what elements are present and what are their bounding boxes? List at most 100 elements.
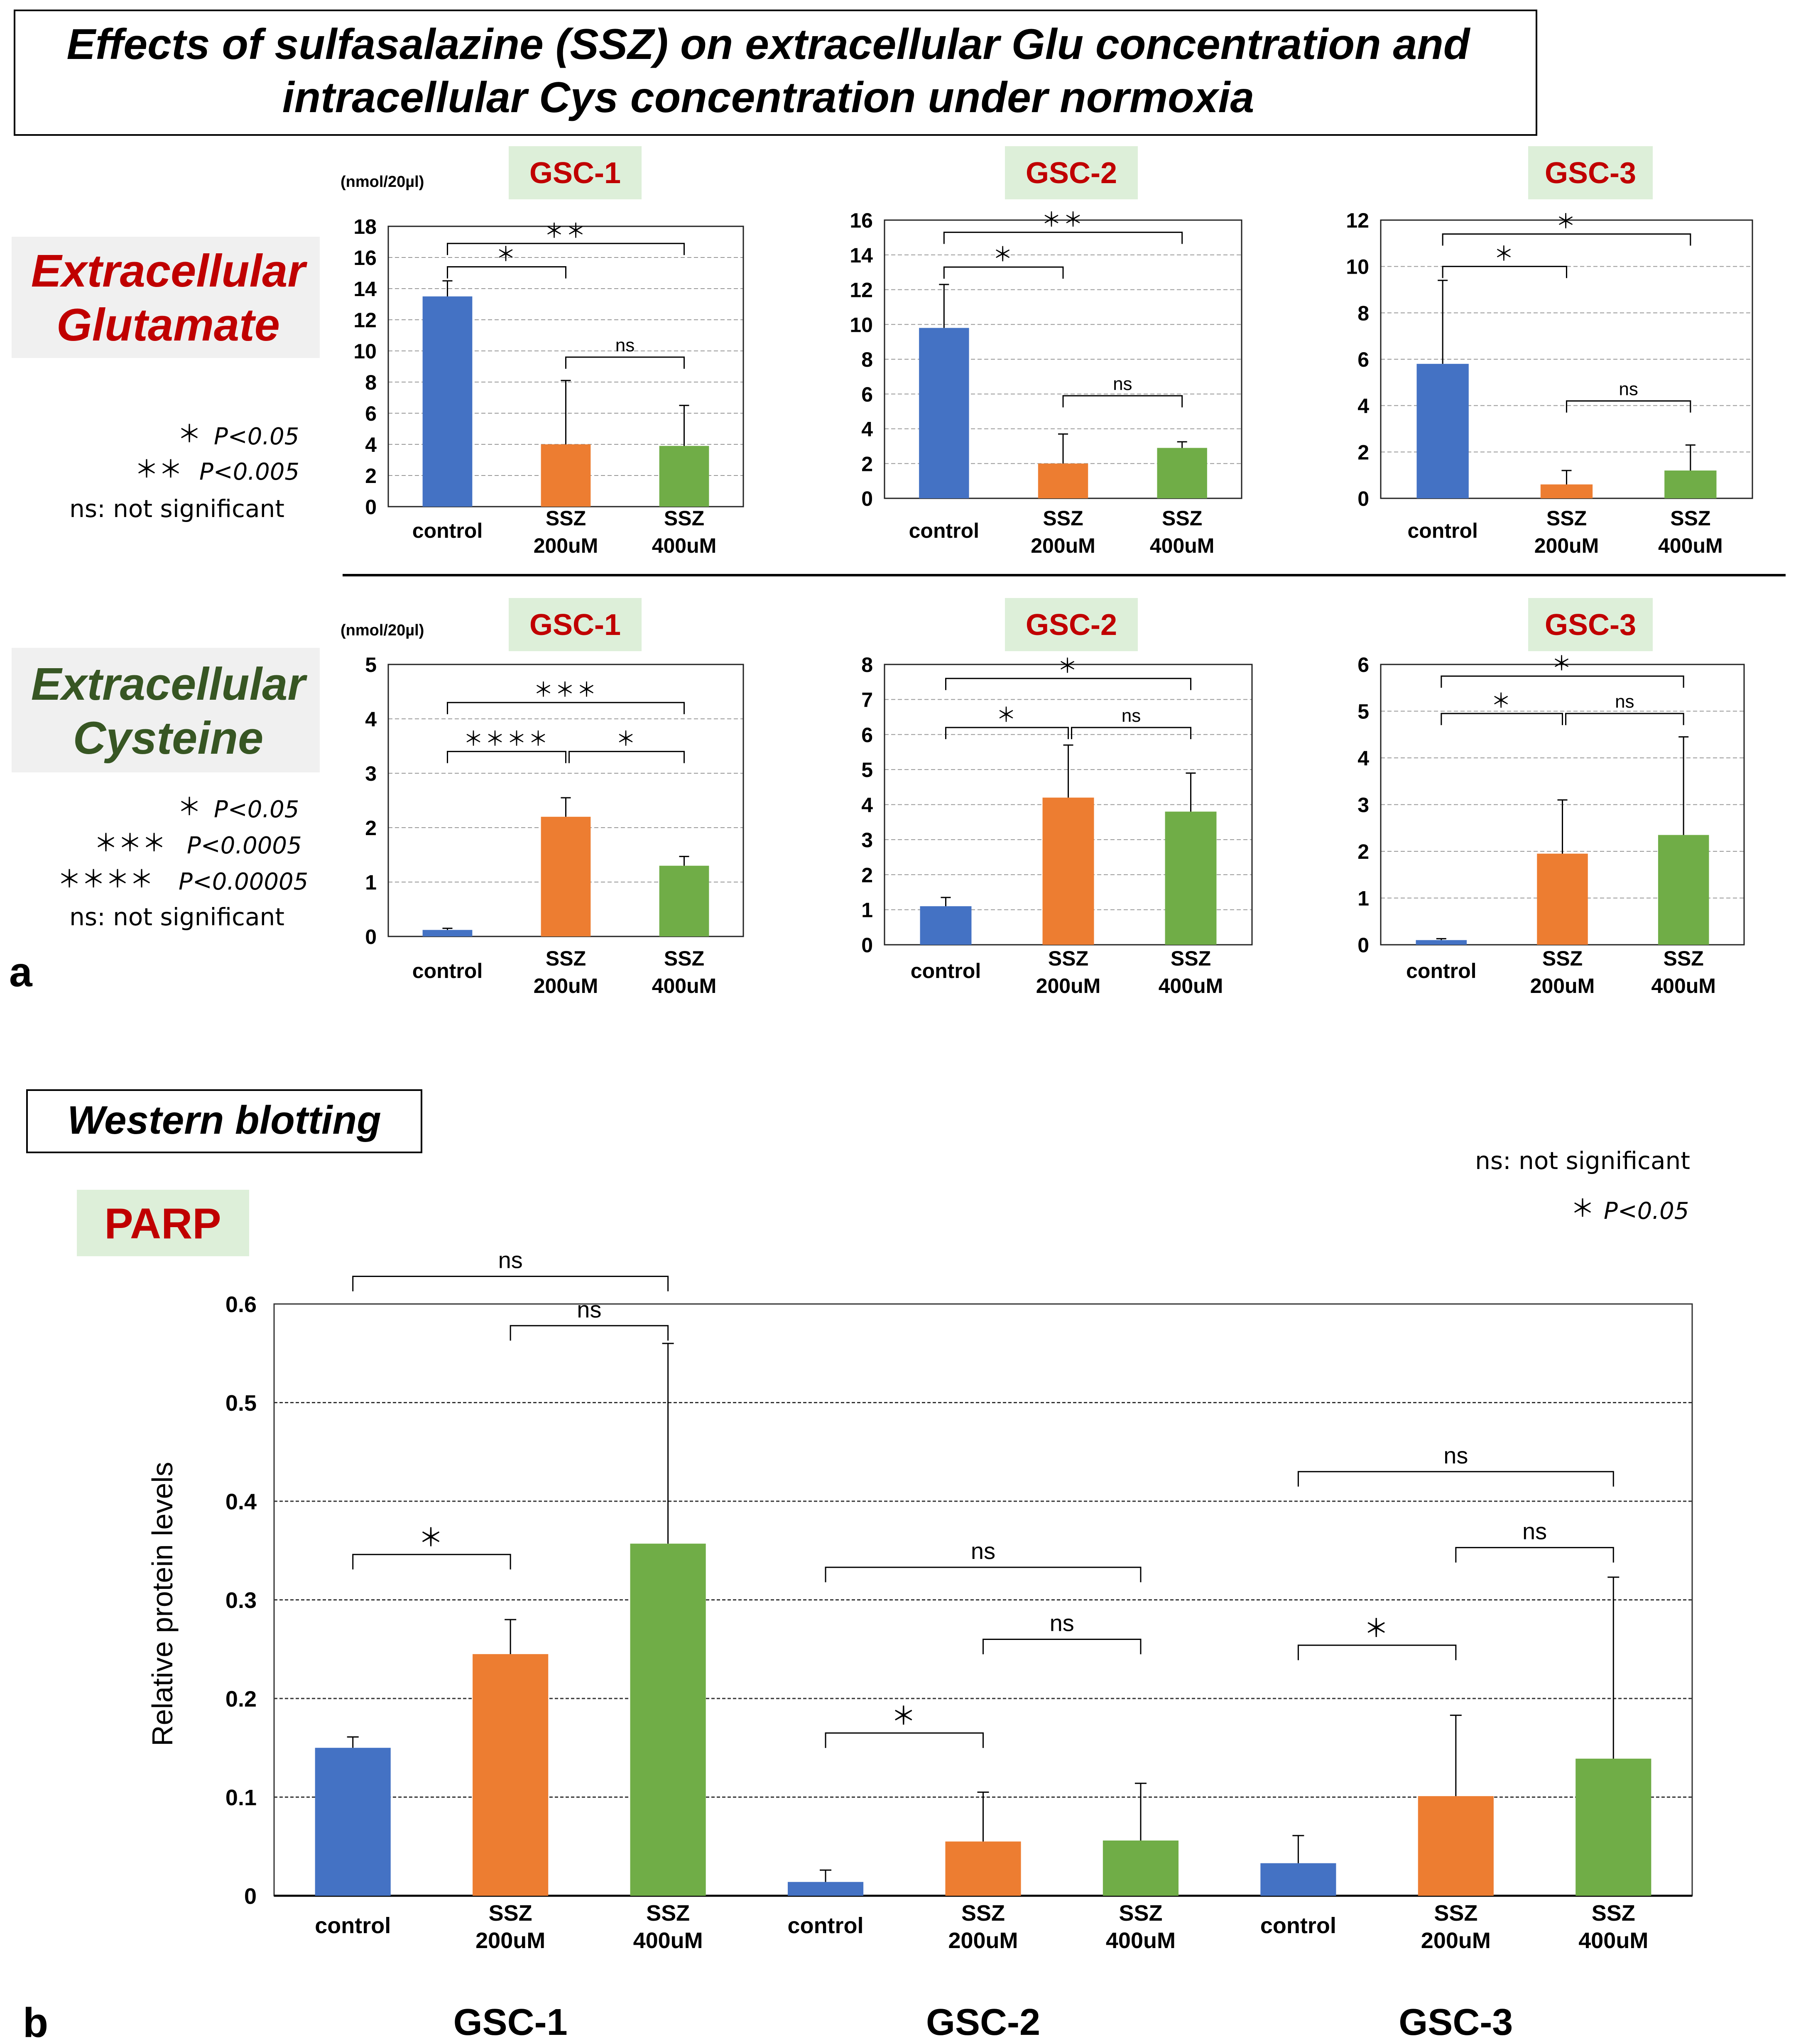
y-tick-label: 4 [365, 433, 377, 456]
significance-label: ns [1113, 374, 1132, 394]
y-tick-label: 0 [365, 925, 377, 948]
panel-b-letter: b [23, 2000, 48, 2044]
legend-stars: ＊ [177, 420, 201, 448]
y-tick-label: 4 [1357, 395, 1369, 418]
x-tick-label: SSZ [546, 947, 586, 970]
significance-label: ＊ [616, 728, 637, 750]
significance-bracket [352, 1276, 669, 1292]
chart-title-badge [509, 146, 642, 199]
legend-stars: ＊＊＊＊ [57, 865, 154, 893]
chart-title-badge [1005, 146, 1138, 199]
glutamate-label-line-1: Extracellular [31, 245, 308, 297]
x-tick-label: SSZ [1162, 507, 1202, 530]
legend-ns: ns: not significant [69, 903, 284, 931]
y-tick-label: 12 [1346, 209, 1369, 232]
x-tick-label: SSZ [1546, 507, 1587, 530]
legend-stars: ＊ [177, 793, 201, 821]
legend-pvalue: P<0.0005 [187, 832, 302, 859]
charts: GSC-1(nmol/20µl)024681012141618controlSS… [146, 146, 1753, 2043]
legend-pvalue: P<0.05 [1604, 1198, 1689, 1225]
bar [1416, 364, 1469, 498]
chart-title: GSC-2 [1026, 157, 1117, 190]
bar [1260, 1863, 1336, 1896]
cysteine-label-line-2: Cysteine [73, 713, 264, 764]
y-tick-label: 10 [850, 313, 873, 336]
significance-bracket [447, 266, 566, 279]
x-tick-label: control [412, 959, 483, 983]
chart-title: GSC-1 [529, 608, 621, 642]
y-tick-label: 4 [1357, 747, 1369, 770]
y-unit-label: (nmol/20µl) [341, 173, 424, 191]
x-tick-label: 200uM [475, 1928, 545, 1953]
bar [473, 1654, 549, 1896]
significance-label: ns [615, 335, 635, 355]
y-tick-label: 5 [1357, 700, 1369, 723]
bar [1664, 471, 1717, 498]
legend-ns: ns: not significant [1475, 1147, 1690, 1175]
significance-bracket [1441, 713, 1563, 725]
y-tick-label: 8 [365, 371, 377, 394]
bar [919, 328, 969, 498]
y-tick-label: 5 [365, 653, 377, 676]
y-tick-label: 8 [861, 653, 873, 676]
figure-title: Effects of sulfasalazine (SSZ) on extrac… [14, 10, 1537, 136]
glutamate-label-line-2: Glutamate [56, 299, 280, 350]
significance-label: ＊ [1491, 690, 1513, 712]
bar [1658, 835, 1709, 945]
x-tick-label: control [1406, 959, 1476, 983]
y-tick-label: 1 [1357, 887, 1369, 910]
significance-bracket [825, 1566, 1142, 1583]
bar [422, 296, 473, 507]
significance-bracket [1297, 1471, 1614, 1487]
x-tick-label: control [1260, 1913, 1336, 1938]
x-tick-label: 400uM [1159, 974, 1223, 997]
y-tick-label: 0.1 [225, 1785, 257, 1810]
significance-label: ＊ [993, 244, 1014, 266]
y-tick-label: 0 [861, 934, 873, 957]
legend-pvalue: P<0.05 [214, 423, 299, 450]
bar [1042, 797, 1094, 945]
x-tick-label: 400uM [1658, 534, 1723, 557]
x-tick-label: 200uM [1530, 974, 1595, 997]
bar [1157, 448, 1207, 498]
x-tick-label: SSZ [1119, 1901, 1162, 1926]
legend-pvalue: P<0.05 [214, 796, 299, 823]
y-axis-label: Relative protein levels [146, 1462, 179, 1746]
bar [1418, 1796, 1494, 1896]
y-tick-label: 0.3 [225, 1588, 257, 1613]
y-tick-label: 8 [1357, 301, 1369, 325]
significance-label: ＊＊ [1041, 209, 1085, 231]
bar [659, 865, 709, 936]
significance-label: ＊ [1364, 1615, 1390, 1642]
glutamate-significance-legend: ＊ P<0.05 ＊＊ P<0.005 ns: not significant [69, 420, 299, 523]
bar [787, 1882, 864, 1896]
y-tick-label: 7 [861, 688, 873, 711]
group-label: GSC-3 [1399, 2002, 1513, 2043]
x-tick-label: SSZ [1592, 1901, 1635, 1926]
x-tick-label: SSZ [546, 507, 586, 530]
x-tick-label: SSZ [1043, 507, 1083, 530]
group-label: GSC-1 [453, 2002, 568, 2043]
y-tick-label: 1 [861, 899, 873, 922]
x-tick-label: SSZ [1434, 1901, 1477, 1926]
significance-label: ns [971, 1538, 995, 1564]
y-unit-label: (nmol/20µl) [341, 622, 424, 639]
y-tick-label: 2 [365, 816, 377, 840]
bar [1575, 1758, 1651, 1896]
y-tick-label: 2 [365, 464, 377, 488]
significance-bracket [510, 1325, 669, 1341]
significance-label: ns [1615, 691, 1634, 712]
chart-title: GSC-2 [1026, 608, 1117, 642]
legend-stars: ＊＊ [135, 455, 183, 483]
significance-bracket [943, 231, 1183, 244]
x-tick-label: SSZ [646, 1901, 690, 1926]
y-tick-label: 4 [861, 794, 873, 817]
x-tick-label: control [909, 519, 979, 542]
legend-stars: ＊ [1571, 1194, 1595, 1223]
bar [422, 930, 473, 936]
chart-glu-gsc2: GSC-2 0 2 4 6 8 10 12 14 16 control SSZ 200uM SSZ 400u… [850, 146, 1242, 557]
significance-label: ＊＊＊ [533, 679, 598, 701]
y-tick-label: 16 [353, 246, 377, 270]
significance-bracket [945, 727, 1069, 739]
